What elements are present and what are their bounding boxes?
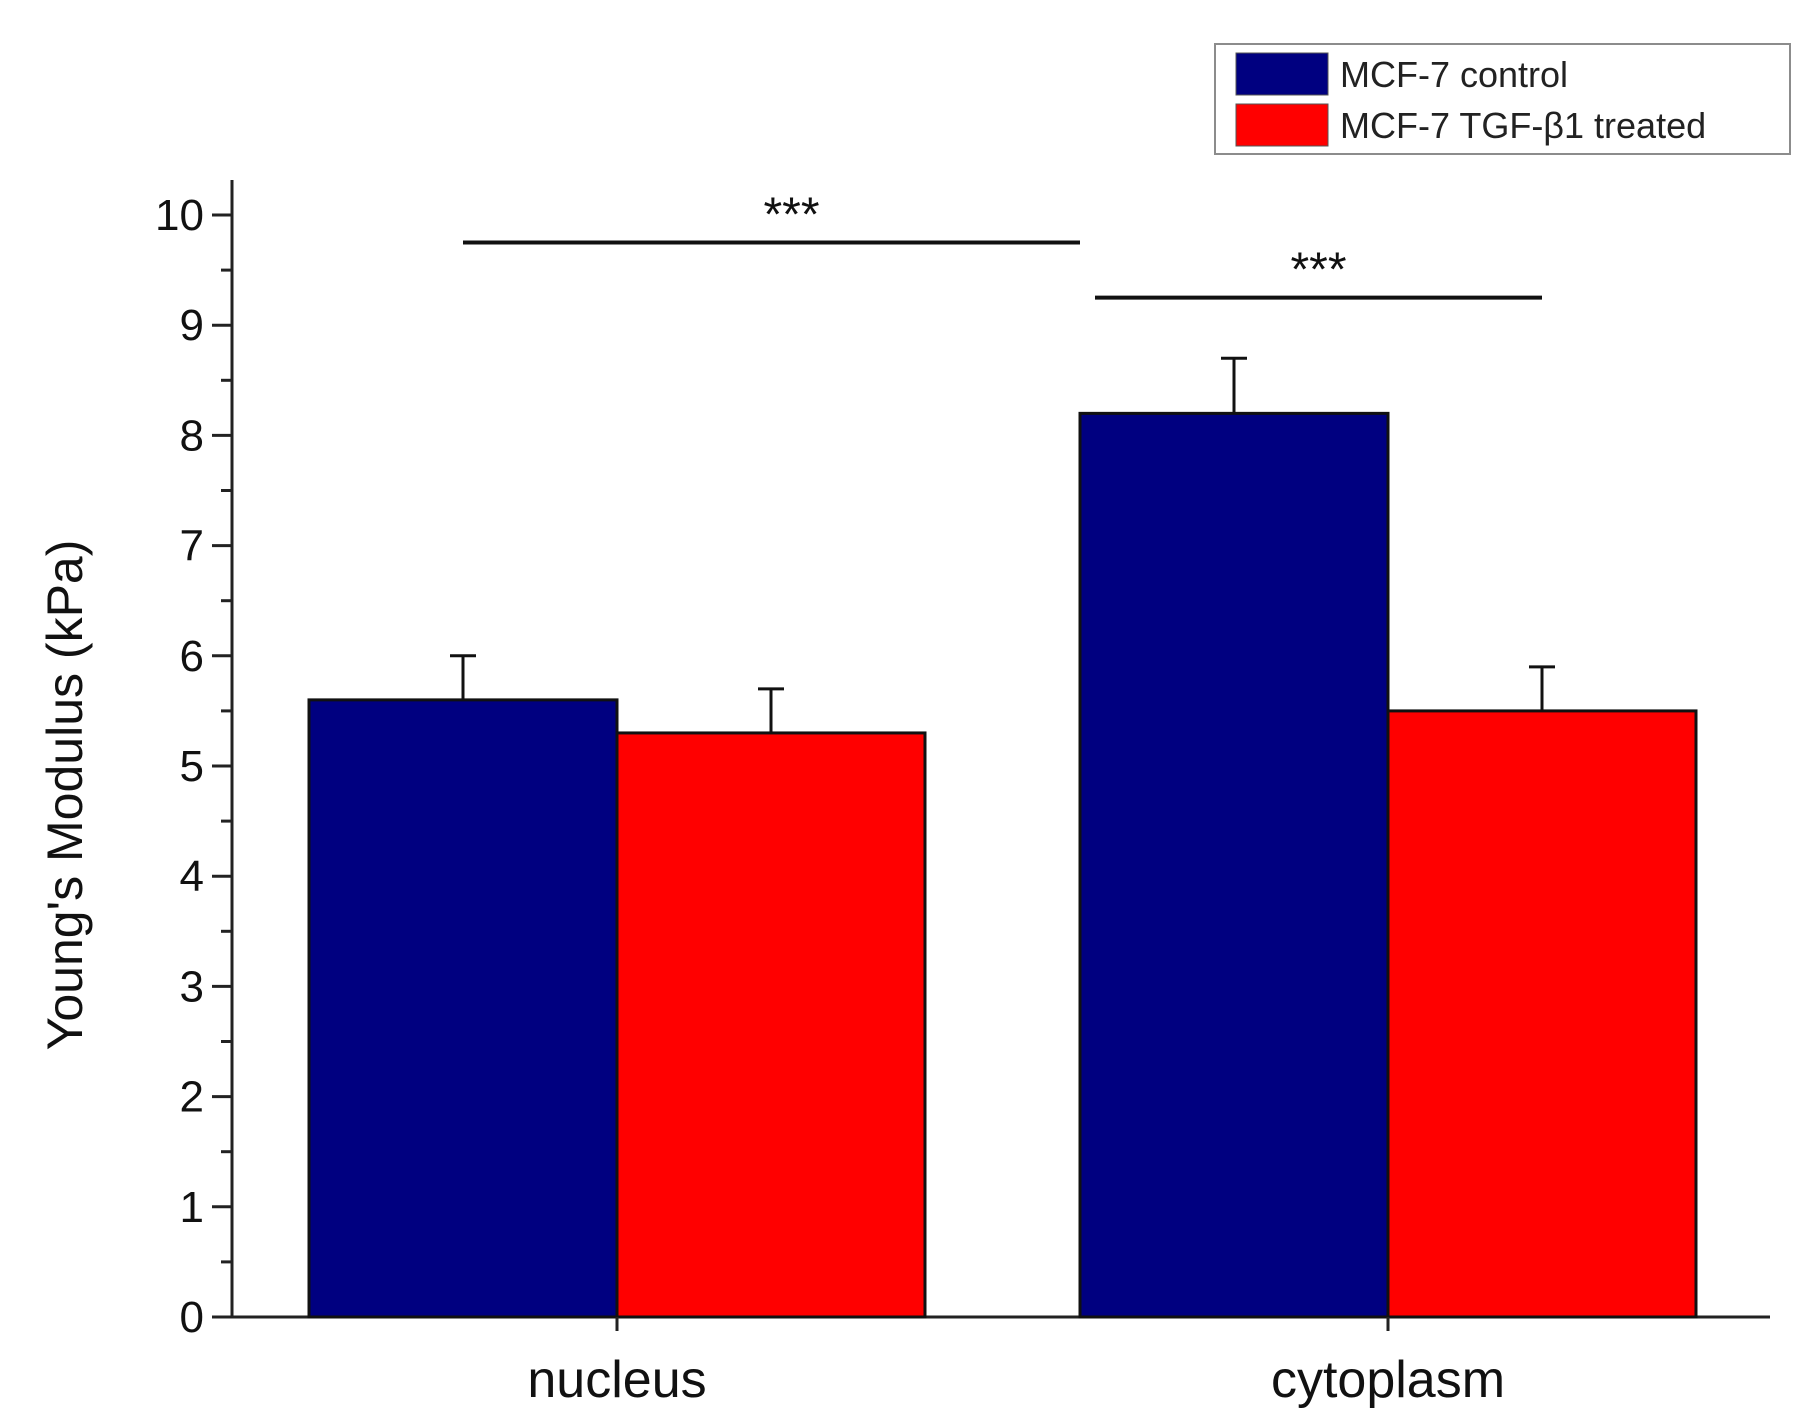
- bar-nucleus-control: [307, 698, 619, 1319]
- plot-area: 0 1 2 3 4 5 6 7 8 9 10 nucleus cytoplasm *** ***: [155, 180, 1770, 1409]
- legend-label-control: MCF-7 control: [1340, 54, 1568, 95]
- significance-label: ***: [1290, 244, 1346, 297]
- bar-cytoplasm-treated: [1386, 709, 1698, 1319]
- x-tick-label-cytoplasm: cytoplasm: [1271, 1351, 1505, 1409]
- y-tick-label: 2: [180, 1073, 204, 1122]
- y-tick-label: 7: [180, 522, 204, 571]
- y-tick-label: 1: [180, 1183, 204, 1232]
- bar-cytoplasm-control: [1078, 411, 1390, 1319]
- bar-nucleus-treated: [615, 731, 927, 1319]
- y-tick-label: 10: [155, 191, 204, 240]
- x-tick-label-nucleus: nucleus: [527, 1351, 706, 1409]
- legend-swatch-treated: [1235, 103, 1329, 147]
- y-tick-label: 0: [180, 1293, 204, 1342]
- y-tick-label: 4: [180, 852, 204, 901]
- significance-label: ***: [763, 189, 819, 242]
- y-tick-label: 6: [180, 632, 204, 681]
- legend: MCF-7 control MCF-7 TGF-β1 treated: [1214, 43, 1791, 155]
- legend-label-treated: MCF-7 TGF-β1 treated: [1340, 105, 1706, 146]
- legend-swatch-control: [1235, 52, 1329, 96]
- y-tick-label: 9: [180, 301, 204, 350]
- y-tick-label: 3: [180, 962, 204, 1011]
- y-tick-label: 8: [180, 411, 204, 460]
- y-axis-label: Young's Modulus (kPa): [37, 540, 93, 1051]
- y-tick-label: 5: [180, 742, 204, 791]
